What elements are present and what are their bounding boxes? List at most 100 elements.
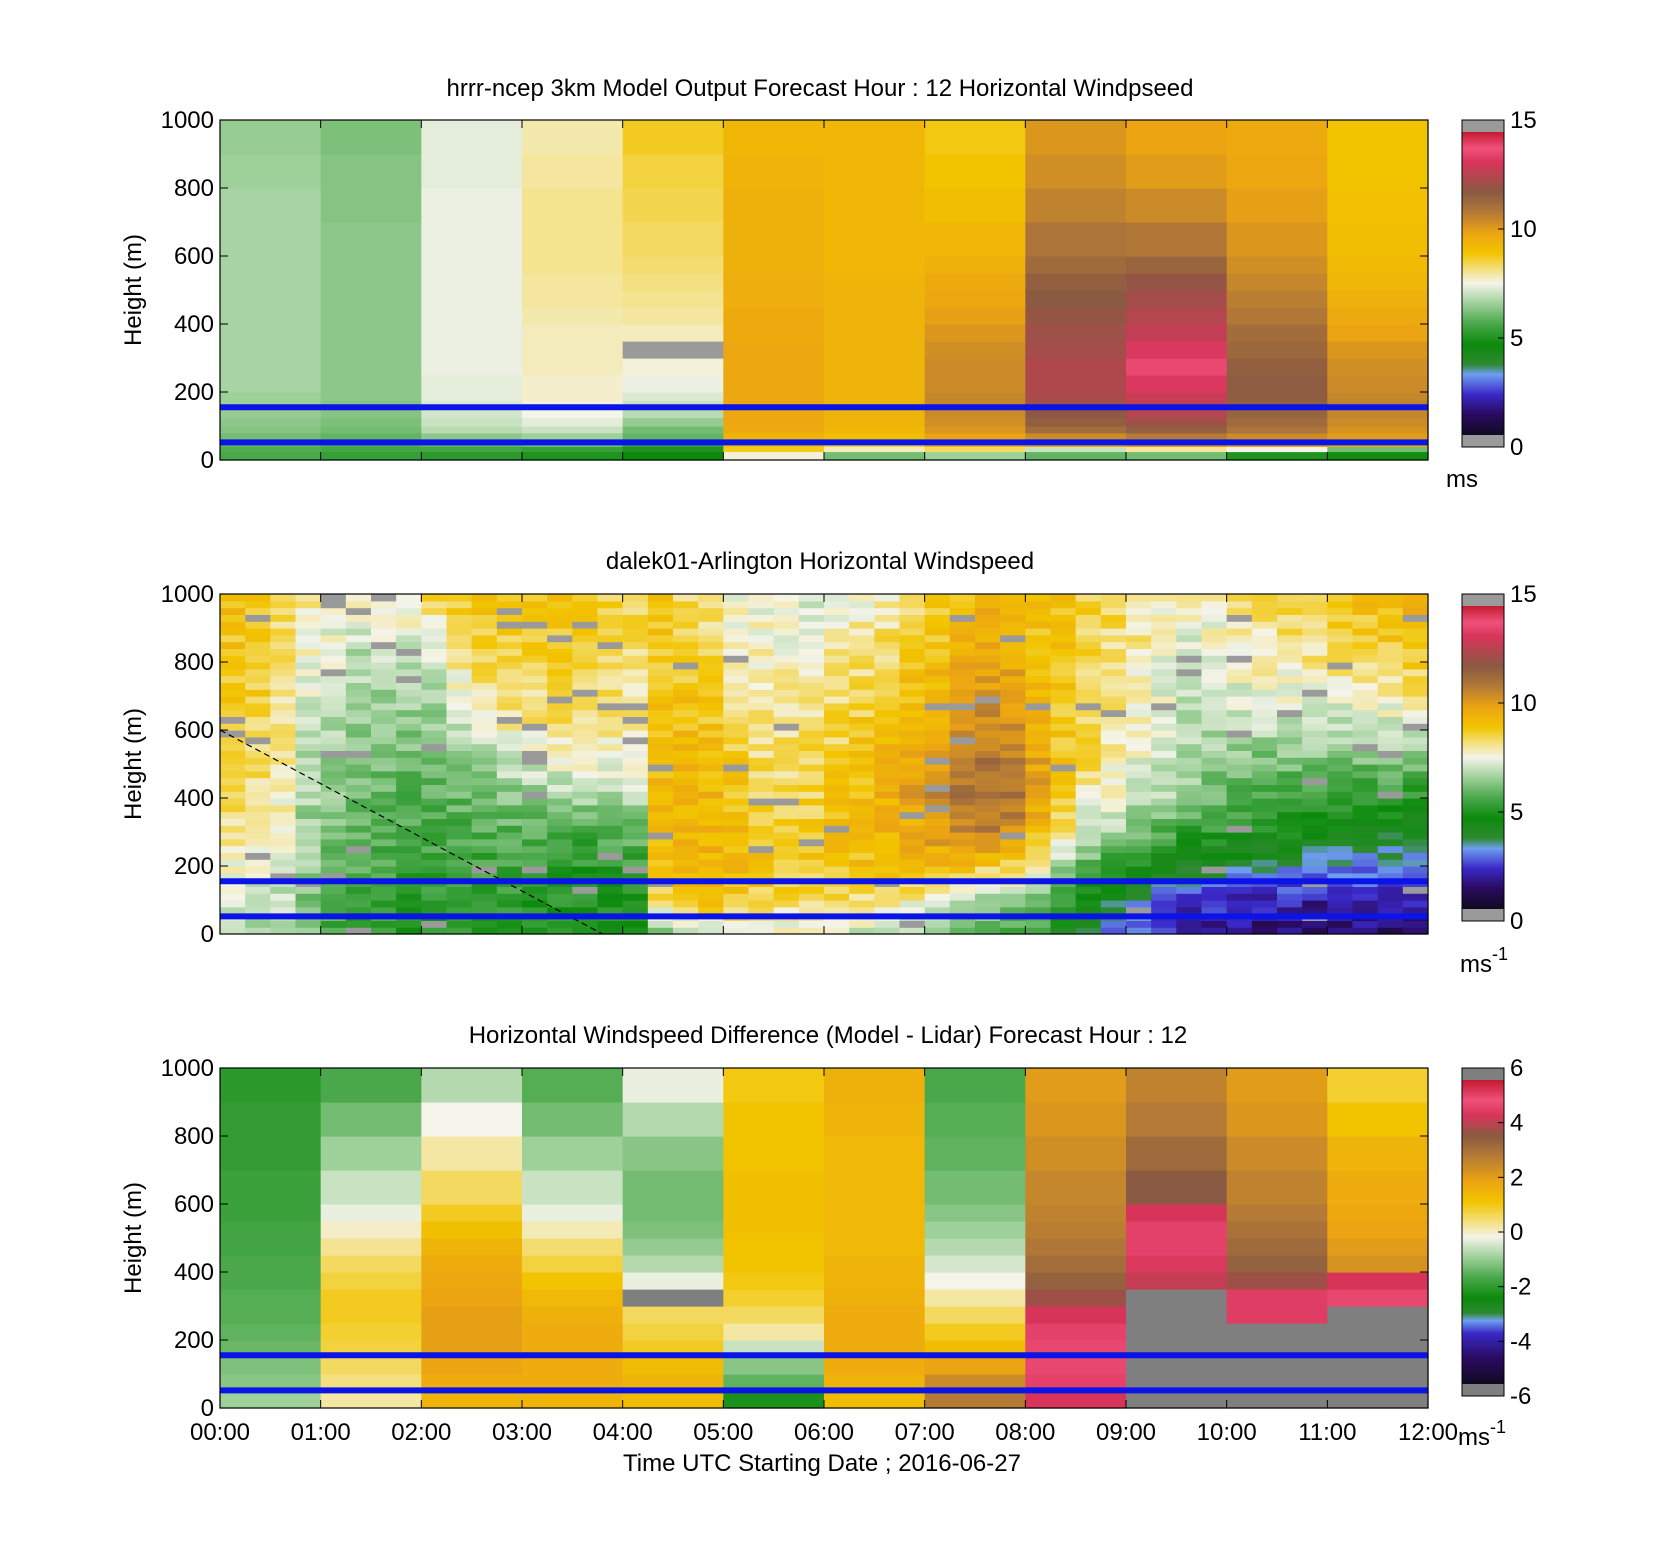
- heatmap-cell: [723, 770, 750, 779]
- heatmap-cell: [723, 1204, 825, 1222]
- heatmap-cell: [1126, 811, 1152, 819]
- heatmap-cell: [320, 1255, 422, 1273]
- heatmap-cell: [924, 594, 951, 602]
- heatmap-cell: [1126, 777, 1152, 785]
- heatmap-cell: [295, 825, 322, 833]
- heatmap-cell: [773, 594, 800, 602]
- heatmap-cell: [345, 621, 372, 629]
- heatmap-cell: [496, 730, 523, 738]
- heatmap-cell: [673, 668, 699, 677]
- y-tick-label: 1000: [161, 581, 214, 608]
- heatmap-cell: [1377, 818, 1404, 826]
- heatmap-cell: [748, 689, 775, 697]
- heatmap-cell: [572, 784, 599, 792]
- heatmap-cell: [673, 825, 699, 833]
- heatmap-cell: [270, 634, 297, 643]
- heatmap-cell: [622, 1102, 724, 1137]
- heatmap-cell: [1151, 709, 1177, 717]
- heatmap-cell: [421, 689, 448, 697]
- heatmap-cell: [673, 838, 699, 847]
- heatmap-cell: [1226, 743, 1253, 751]
- heatmap-cell: [471, 886, 498, 894]
- heatmap-cell: [824, 723, 850, 731]
- heatmap-cell: [496, 859, 523, 867]
- heatmap-cell: [723, 154, 825, 189]
- heatmap-cell: [345, 600, 372, 609]
- heatmap-cell: [975, 818, 1001, 826]
- time-axis-label: Time UTC Starting Date ; 2016-06-27: [623, 1450, 1021, 1477]
- heatmap-cell: [1100, 668, 1127, 677]
- colorbar-gradient-bar: [1462, 606, 1504, 909]
- heatmap-cell: [773, 900, 800, 908]
- heatmap-cell: [1100, 696, 1127, 704]
- heatmap-cell: [345, 757, 372, 765]
- heatmap-cell: [270, 825, 297, 833]
- heatmap-cell: [748, 866, 775, 874]
- heatmap-cell: [723, 1255, 825, 1273]
- heatmap-cell: [1075, 791, 1102, 799]
- heatmap-cell: [320, 392, 422, 402]
- heatmap-cell: [899, 750, 926, 758]
- heatmap-cell: [371, 655, 397, 663]
- heatmap-cell: [1075, 641, 1102, 649]
- heatmap-cell: [446, 872, 473, 881]
- heatmap-cell: [421, 927, 448, 935]
- heatmap-cell: [1050, 689, 1077, 697]
- heatmap-cell: [522, 730, 548, 738]
- heatmap-cell: [1302, 804, 1328, 813]
- heatmap-cell: [723, 432, 825, 442]
- heatmap-cell: [1050, 621, 1077, 629]
- heatmap-cell: [975, 696, 1001, 704]
- heatmap-cell: [1050, 859, 1077, 867]
- heatmap-cell: [245, 743, 271, 751]
- heatmap-cell: [1100, 900, 1127, 908]
- heatmap-cell: [824, 859, 850, 867]
- heatmap-cell: [849, 757, 875, 765]
- heatmap-cell: [1126, 750, 1152, 758]
- heatmap-cell: [1402, 832, 1429, 840]
- heatmap-cell: [320, 825, 347, 833]
- heatmap-cell: [1251, 804, 1278, 813]
- heatmap-cell: [1402, 811, 1429, 819]
- heatmap-cell: [371, 668, 397, 677]
- heatmap-cell: [622, 1221, 724, 1239]
- heatmap-cell: [1075, 614, 1102, 622]
- heatmap-cell: [1402, 906, 1429, 915]
- heatmap-cell: [396, 696, 422, 704]
- heatmap-cell: [1377, 723, 1404, 731]
- heatmap-cell: [1377, 689, 1404, 697]
- heatmap-cell: [1226, 804, 1253, 813]
- heatmap-cell: [371, 893, 397, 901]
- heatmap-cell: [1201, 750, 1228, 758]
- heatmap-cell: [245, 621, 271, 629]
- heatmap-cell: [1100, 600, 1127, 609]
- heatmap-cell: [597, 655, 624, 663]
- heatmap-cell: [522, 872, 548, 881]
- heatmap-cell: [899, 777, 926, 785]
- heatmap-cell: [345, 675, 372, 683]
- heatmap-cell: [597, 614, 624, 622]
- heatmap-cell: [1352, 872, 1379, 881]
- heatmap-cell: [572, 682, 599, 690]
- heatmap-cell: [572, 641, 599, 649]
- heatmap-cell: [824, 1136, 926, 1171]
- heatmap-cell: [421, 409, 523, 419]
- heatmap-cell: [647, 845, 674, 853]
- heatmap-cell: [446, 736, 473, 745]
- heatmap-cell: [899, 621, 926, 629]
- heatmap-cell: [1327, 804, 1354, 813]
- heatmap-cell: [975, 764, 1001, 772]
- heatmap-cell: [647, 736, 674, 745]
- heatmap-cell: [1176, 730, 1203, 738]
- heatmap-cell: [1377, 845, 1404, 853]
- heatmap-cell: [1126, 702, 1152, 711]
- heatmap-cell: [496, 662, 523, 670]
- heatmap-cell: [1075, 723, 1102, 731]
- heatmap-cell: [371, 832, 397, 840]
- heatmap-cell: [1402, 852, 1429, 860]
- heatmap-cell: [698, 784, 724, 792]
- heatmap-cell: [975, 682, 1001, 690]
- heatmap-cell: [471, 859, 498, 867]
- heatmap-cell: [723, 764, 750, 772]
- heatmap-cell: [1201, 614, 1228, 622]
